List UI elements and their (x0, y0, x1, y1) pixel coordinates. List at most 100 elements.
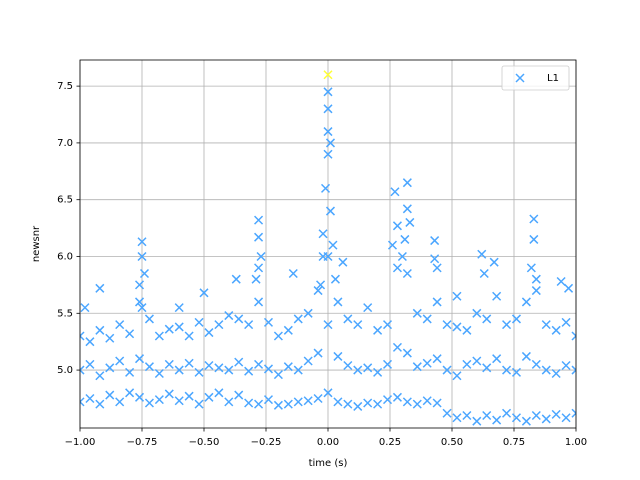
point (392, 342, 402, 352)
point (303, 308, 313, 318)
point (338, 257, 348, 267)
point (254, 297, 264, 307)
point (293, 365, 303, 375)
point (134, 280, 145, 290)
point (422, 314, 432, 324)
point (174, 365, 184, 375)
point (452, 322, 462, 332)
point (531, 410, 541, 421)
point (320, 183, 331, 193)
point (482, 314, 492, 324)
point (353, 365, 363, 375)
point (489, 257, 499, 267)
y-tick-label: 5.5 (57, 308, 73, 319)
point (105, 363, 115, 373)
point (430, 254, 440, 264)
legend-label: L1 (547, 73, 559, 84)
point (164, 389, 174, 399)
point (323, 149, 333, 159)
point (526, 263, 536, 273)
ticks: −1.00 −0.75 −0.50 −0.25 0.00 0.25 0.50 0.75 1.00… (57, 81, 587, 448)
point (263, 364, 274, 374)
point (521, 351, 531, 361)
point (288, 269, 298, 279)
point (412, 308, 422, 318)
point (115, 397, 125, 407)
x-tick-label: 1.00 (565, 437, 587, 448)
point (511, 367, 522, 377)
point (402, 348, 412, 358)
point (382, 320, 393, 330)
point (551, 325, 561, 335)
point (392, 221, 402, 231)
point (452, 371, 462, 381)
point (214, 320, 224, 330)
point (452, 413, 462, 423)
point (80, 303, 90, 313)
point (254, 399, 264, 409)
x-tick-label: −0.25 (251, 437, 282, 448)
point (511, 413, 522, 423)
point (293, 397, 303, 407)
y-tick-label: 5.0 (57, 365, 73, 376)
point (80, 365, 85, 375)
point (511, 314, 522, 324)
point (333, 397, 343, 407)
point (482, 410, 492, 421)
point (330, 274, 340, 284)
point (462, 410, 472, 421)
point (174, 396, 184, 406)
point (432, 354, 442, 364)
point (492, 354, 502, 364)
y-tick-label: 6.0 (57, 251, 73, 262)
point (561, 317, 571, 327)
point (313, 286, 323, 296)
point (397, 251, 407, 262)
point (244, 398, 254, 408)
point (137, 251, 147, 262)
point (323, 388, 333, 398)
point (363, 398, 373, 408)
point (174, 303, 184, 313)
point (390, 187, 400, 197)
point (353, 401, 363, 411)
point (462, 325, 472, 335)
point (402, 269, 412, 279)
point (318, 229, 328, 239)
point (194, 317, 204, 327)
point (125, 388, 135, 398)
point (184, 391, 194, 401)
point (492, 415, 502, 425)
point (313, 393, 323, 403)
point (254, 359, 264, 369)
point (373, 399, 383, 409)
point (412, 399, 422, 409)
point (382, 395, 393, 405)
point (137, 237, 147, 247)
point (561, 361, 571, 371)
point (521, 416, 531, 426)
point (325, 138, 336, 148)
point (472, 416, 482, 426)
point (323, 320, 333, 330)
point (405, 217, 415, 227)
point (382, 359, 393, 369)
point (502, 408, 512, 418)
point (80, 397, 85, 407)
plot-area (80, 70, 576, 426)
point (144, 398, 154, 408)
point (432, 297, 442, 307)
point (502, 320, 512, 330)
point (256, 251, 266, 262)
point (224, 311, 234, 321)
point (333, 351, 343, 361)
point (343, 314, 353, 324)
point (204, 361, 214, 371)
point (402, 397, 412, 407)
point (105, 390, 115, 400)
point (204, 392, 214, 402)
point (224, 397, 234, 407)
point (402, 204, 412, 214)
